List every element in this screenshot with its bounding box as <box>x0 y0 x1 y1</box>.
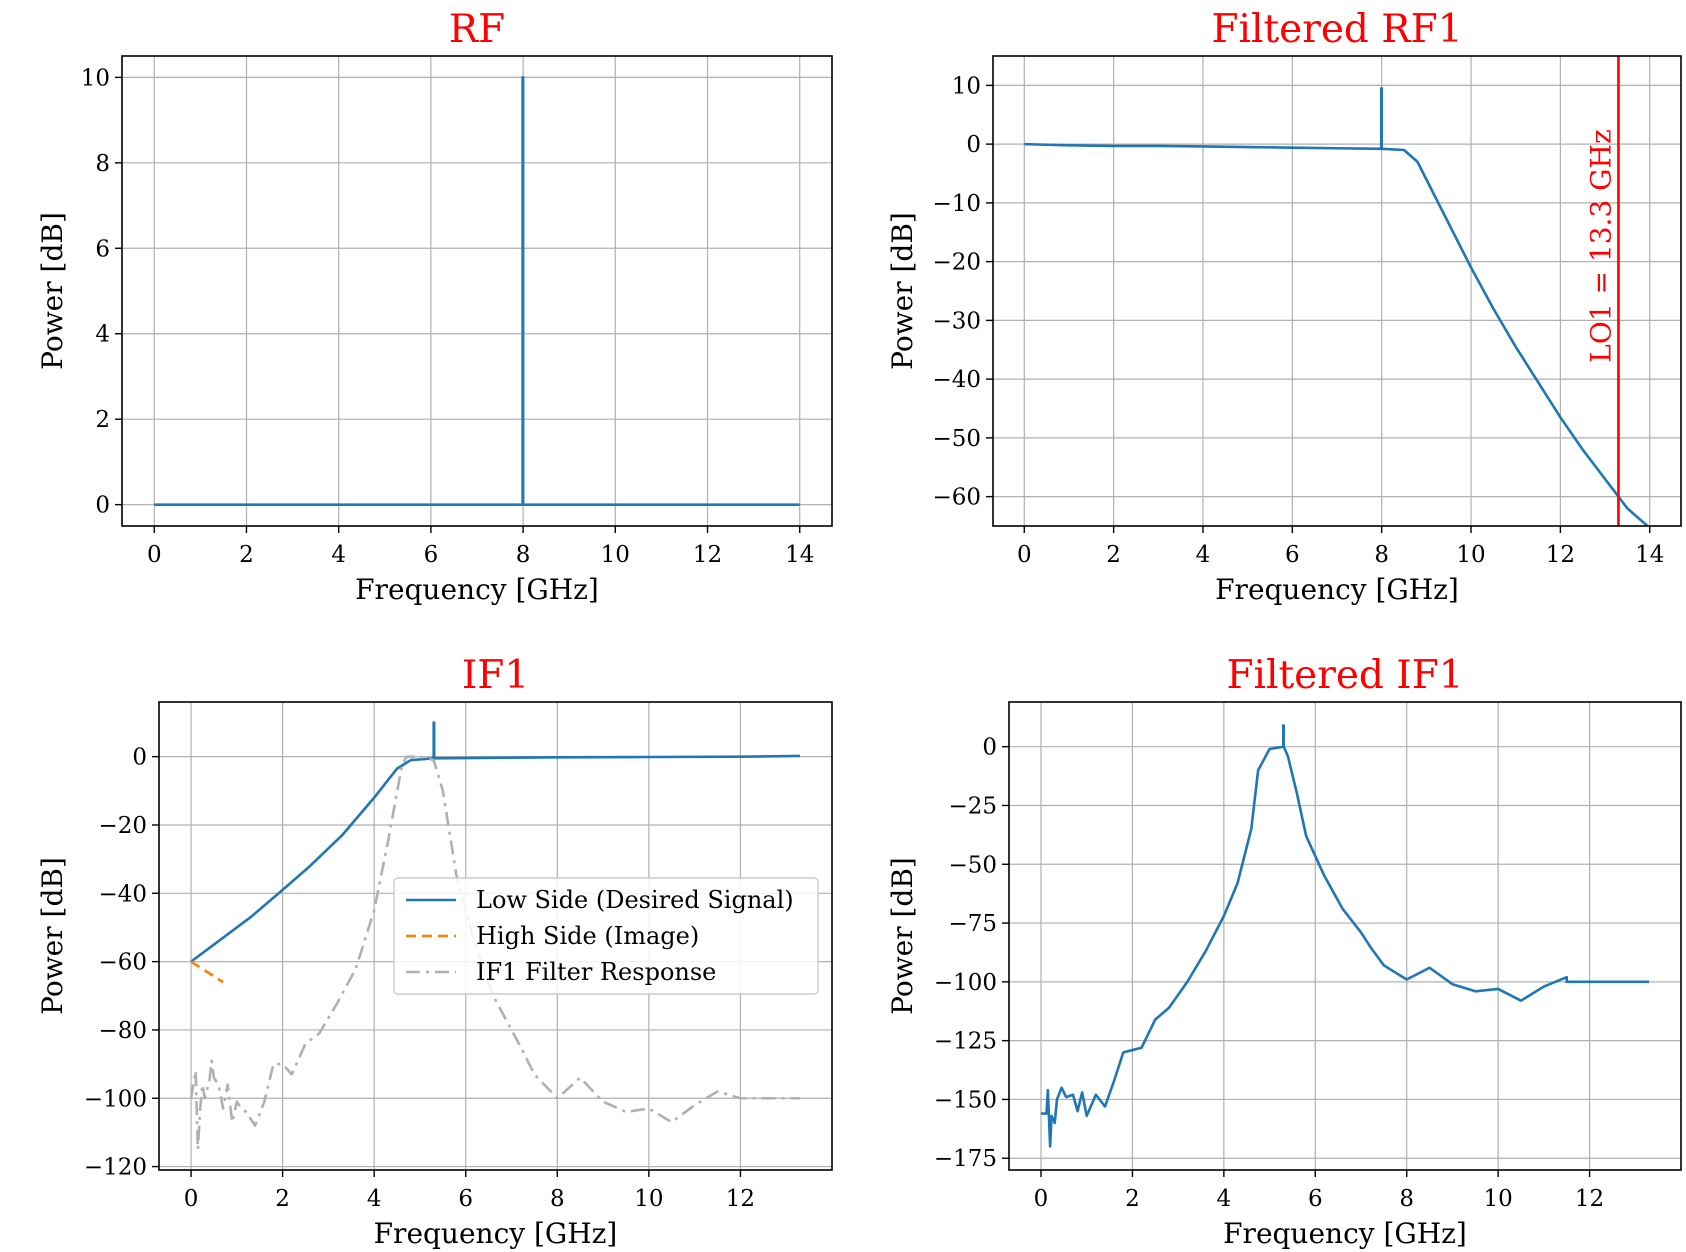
y-tick-label: −30 <box>932 308 981 334</box>
x-tick-label: 6 <box>424 542 439 568</box>
y-tick-label: −60 <box>98 950 147 976</box>
legend-box <box>393 877 819 995</box>
axes-frame <box>121 55 833 527</box>
y-tick-label: 6 <box>95 236 110 262</box>
x-tick-label: 10 <box>1456 542 1485 568</box>
series-line-1 <box>190 721 800 963</box>
x-tick-label: 8 <box>1399 1186 1414 1212</box>
y-tick-label: −25 <box>948 793 997 819</box>
x-tick-label: 12 <box>1575 1186 1604 1212</box>
y-tick-label: −10 <box>932 191 981 217</box>
y-axis-label: Power [dB] <box>36 212 69 370</box>
plot-area <box>1041 724 1649 1148</box>
y-axis-label: Power [dB] <box>886 212 919 370</box>
chart-title: Filtered IF1 <box>1226 653 1463 698</box>
y-tick-label: −20 <box>932 250 981 276</box>
x-tick-label: 14 <box>785 542 814 568</box>
y-tick-label: −20 <box>98 813 147 839</box>
chart-title: IF1 <box>462 653 529 698</box>
x-tick-label: 2 <box>239 542 254 568</box>
y-tick-label: −100 <box>84 1086 147 1112</box>
series-line-1 <box>154 76 800 506</box>
series-line-1 <box>1041 724 1649 1148</box>
x-tick-label: 6 <box>1308 1186 1323 1212</box>
x-axis-label: Frequency [GHz] <box>1215 573 1459 606</box>
y-tick-label: −60 <box>932 485 981 511</box>
y-tick-label: 0 <box>132 745 147 771</box>
x-tick-label: 8 <box>550 1186 565 1212</box>
axes-frame <box>1008 701 1682 1171</box>
chart-title: RF <box>449 7 505 52</box>
x-tick-label: 4 <box>1217 1186 1232 1212</box>
series-line-2 <box>190 960 224 984</box>
plot-area <box>154 76 800 506</box>
x-tick-label: 4 <box>1196 542 1211 568</box>
plot-area <box>1024 56 1649 526</box>
axes-frame <box>158 701 833 1171</box>
y-axis-label: Power [dB] <box>36 857 69 1015</box>
x-tick-label: 6 <box>1285 542 1300 568</box>
legend-label: High Side (Image) <box>476 922 699 950</box>
legend-label: Low Side (Desired Signal) <box>476 886 794 914</box>
chart-1: 0 2 4 6 8 10 12 14 0 2 4 6 8 10 RF Frequency [GHz] Power… <box>36 7 833 606</box>
chart-4: 0 2 4 6 8 10 12 0 −25 −50 −75 −100 −125 −150 −175 Filte… <box>886 653 1682 1250</box>
x-tick-label: 0 <box>147 542 162 568</box>
y-tick-label: −40 <box>932 367 981 393</box>
x-tick-label: 8 <box>516 542 531 568</box>
legend: Low Side (Desired Signal) High Side (Imag… <box>393 877 819 995</box>
y-tick-label: −40 <box>98 881 147 907</box>
x-tick-label: 0 <box>1034 1186 1049 1212</box>
plot-area <box>189 721 800 1151</box>
y-tick-label: 8 <box>95 151 110 177</box>
x-axis-label: Frequency [GHz] <box>355 573 599 606</box>
x-tick-label: 6 <box>458 1186 473 1212</box>
x-tick-label: 14 <box>1635 542 1664 568</box>
y-tick-label: 0 <box>95 493 110 519</box>
chart-title: Filtered RF1 <box>1211 7 1462 52</box>
x-tick-label: 12 <box>1546 542 1575 568</box>
chart-2: LO1 = 13.3 GHz 0 2 4 6 8 10 12 14 10 0 −10 −20 −30 −40… <box>886 7 1682 606</box>
x-tick-label: 8 <box>1374 542 1389 568</box>
lo-marker-label: LO1 = 13.3 GHz <box>1584 129 1617 362</box>
x-tick-label: 10 <box>634 1186 663 1212</box>
legend-label: IF1 Filter Response <box>476 958 716 986</box>
x-tick-label: 10 <box>1484 1186 1513 1212</box>
y-tick-label: −120 <box>84 1155 147 1181</box>
y-tick-label: 10 <box>952 73 981 99</box>
x-tick-label: 12 <box>726 1186 755 1212</box>
x-tick-label: 12 <box>693 542 722 568</box>
x-tick-label: 0 <box>184 1186 199 1212</box>
y-tick-label: −50 <box>932 426 981 452</box>
y-tick-label: 2 <box>95 407 110 433</box>
x-tick-label: 4 <box>331 542 346 568</box>
x-axis-label: Frequency [GHz] <box>374 1217 618 1250</box>
chart-3: 0 2 4 6 8 10 12 0 −20 −40 −60 −80 −100 −120 IF1 Frequen… <box>36 653 833 1250</box>
x-tick-label: 0 <box>1017 542 1032 568</box>
y-tick-label: −80 <box>98 1018 147 1044</box>
y-tick-label: −75 <box>948 911 997 937</box>
y-tick-label: −50 <box>948 852 997 878</box>
y-tick-label: 0 <box>966 132 981 158</box>
axes-frame <box>992 55 1682 527</box>
y-axis-label: Power [dB] <box>886 857 919 1015</box>
x-tick-label: 10 <box>601 542 630 568</box>
y-tick-label: −100 <box>934 970 997 996</box>
y-tick-label: −125 <box>934 1029 997 1055</box>
y-tick-label: 10 <box>81 65 110 91</box>
x-tick-label: 2 <box>1106 542 1121 568</box>
y-tick-label: −150 <box>934 1087 997 1113</box>
series-line-1 <box>1024 87 1649 526</box>
x-tick-label: 2 <box>275 1186 290 1212</box>
x-tick-label: 4 <box>367 1186 382 1212</box>
series-line-3 <box>189 755 800 1151</box>
x-tick-label: 2 <box>1125 1186 1140 1212</box>
y-tick-label: 4 <box>95 322 110 348</box>
y-tick-label: −175 <box>934 1146 997 1172</box>
x-axis-label: Frequency [GHz] <box>1223 1217 1467 1250</box>
y-tick-label: 0 <box>982 735 997 761</box>
